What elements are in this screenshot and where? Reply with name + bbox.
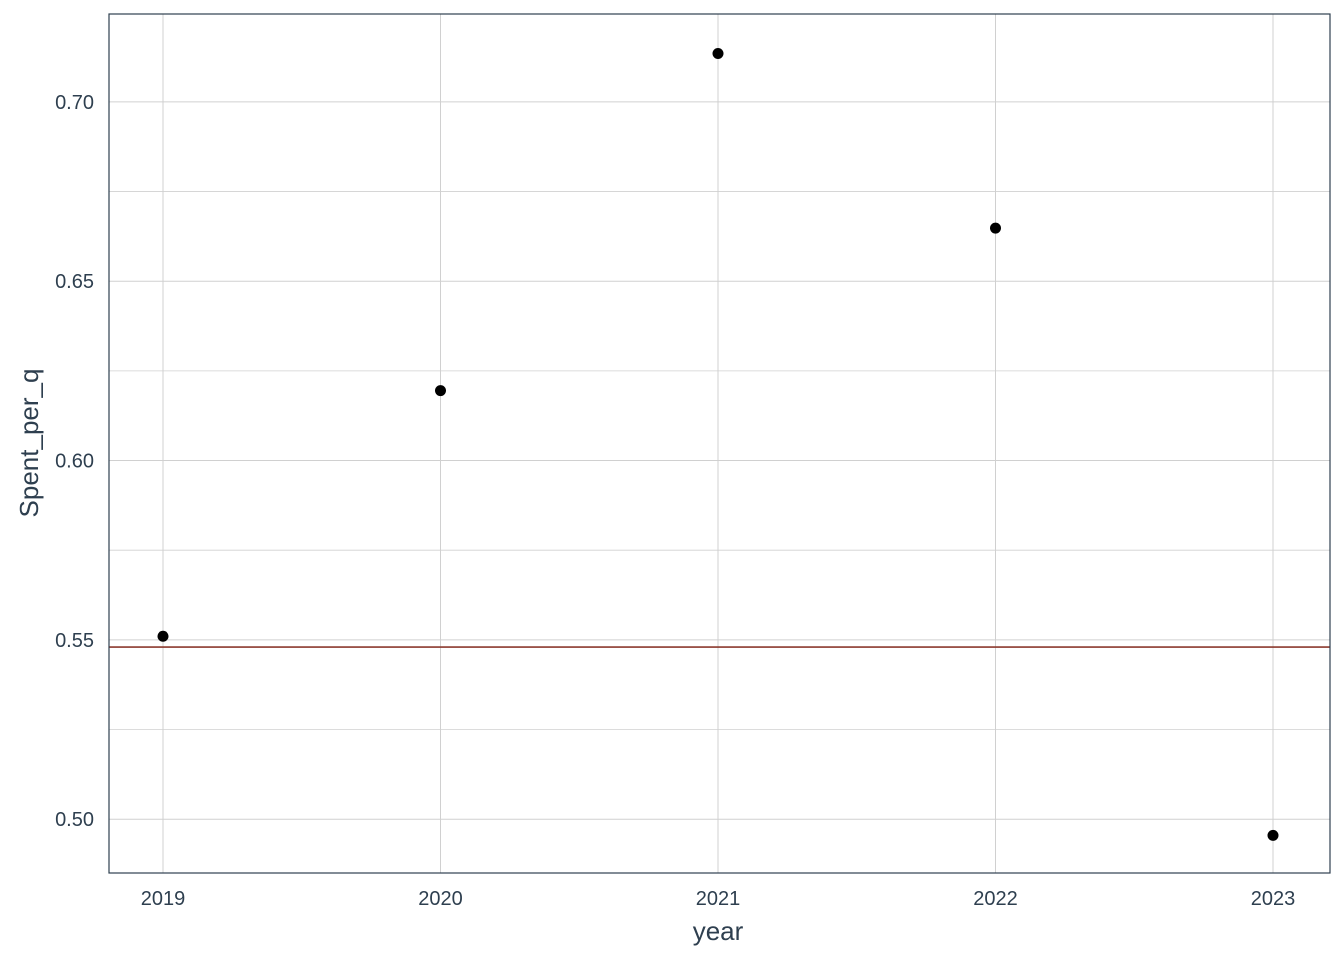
y-tick-label: 0.65	[55, 271, 94, 293]
x-tick-labels: 2019 2020 2021 2022 2023	[141, 888, 1296, 910]
y-tick-label: 0.70	[55, 92, 94, 114]
data-point	[435, 385, 446, 397]
panel-border	[108, 13, 1331, 874]
x-tick-label: 2023	[1251, 888, 1296, 910]
x-tick-label: 2020	[418, 888, 463, 910]
y-tick-label: 0.50	[55, 809, 94, 831]
y-tick-label: 0.60	[55, 451, 94, 473]
grid-lines	[109, 14, 1330, 873]
data-point	[157, 630, 169, 642]
data-point	[1267, 829, 1279, 841]
data-points	[157, 47, 1279, 841]
data-point	[712, 47, 724, 59]
x-tick-label: 2022	[973, 888, 1018, 910]
x-tick-label: 2019	[141, 888, 186, 910]
data-point	[990, 222, 1001, 234]
y-axis-title: Spent_per_q	[14, 369, 44, 518]
x-axis-title: year	[693, 916, 744, 946]
x-tick-label: 2021	[696, 888, 741, 910]
y-tick-label: 0.55	[55, 630, 94, 652]
y-tick-labels: 0.50 0.55 0.60 0.65 0.70	[55, 92, 94, 831]
